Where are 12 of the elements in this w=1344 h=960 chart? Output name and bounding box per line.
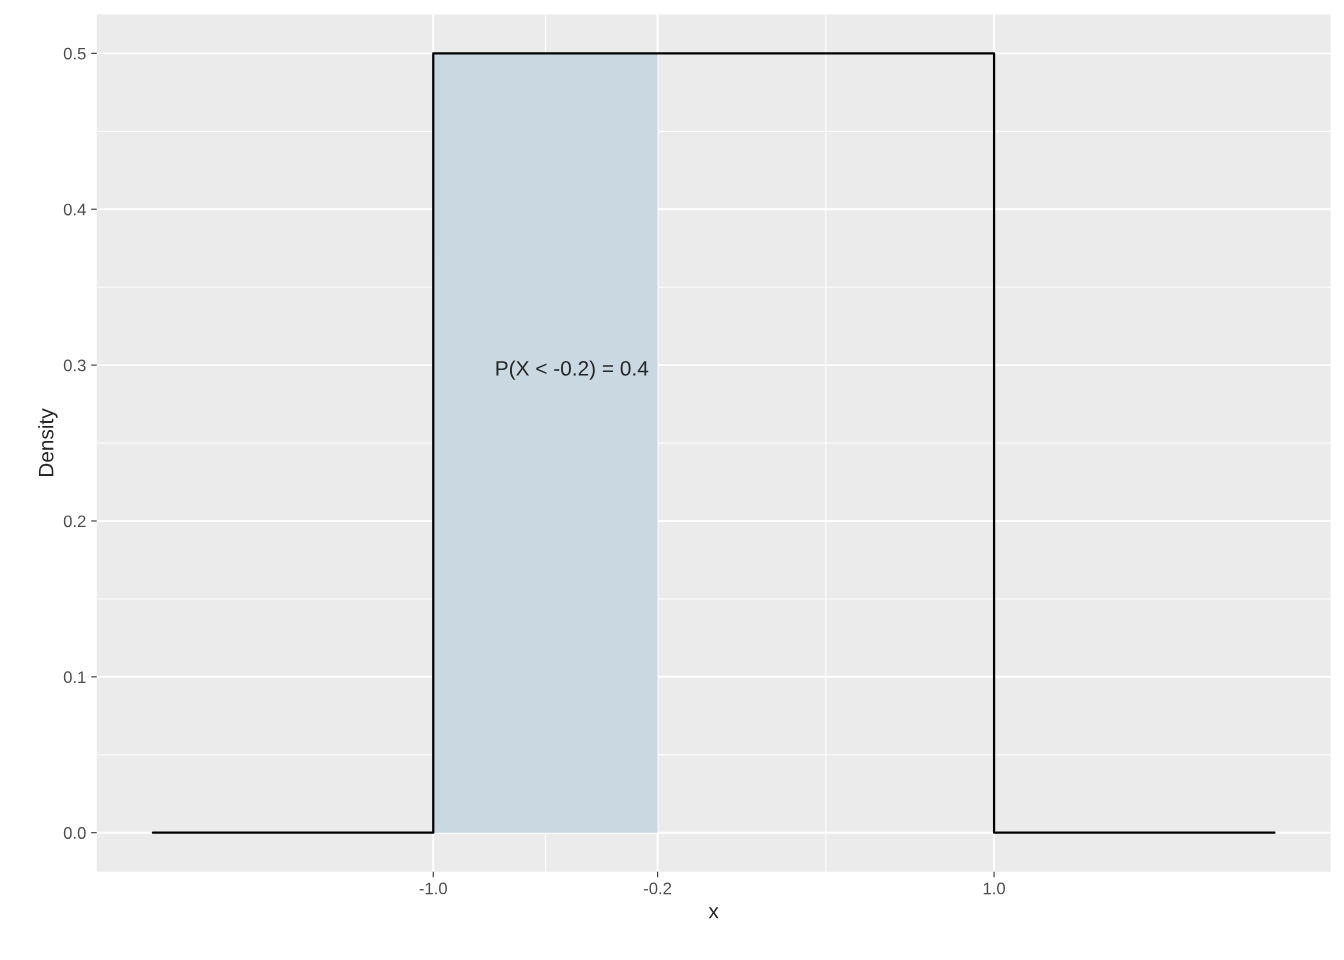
x-tick-label: 1.0	[983, 882, 1005, 895]
x-tick-label: -1.0	[419, 882, 447, 895]
y-axis-title: Density	[38, 408, 58, 477]
x-axis-title: x	[708, 907, 719, 919]
y-tick-label: 0.0	[63, 827, 86, 839]
y-tick-label: 0.5	[63, 47, 86, 60]
y-tick-label: 0.3	[63, 359, 86, 372]
y-tick-label: 0.1	[63, 671, 86, 684]
x-tick-label: -0.2	[643, 882, 672, 895]
annotation: P(X < -0.2) = 0.4	[496, 360, 649, 380]
y-tick-label: 0.4	[63, 203, 86, 216]
y-tick-label: 0.2	[63, 515, 86, 528]
